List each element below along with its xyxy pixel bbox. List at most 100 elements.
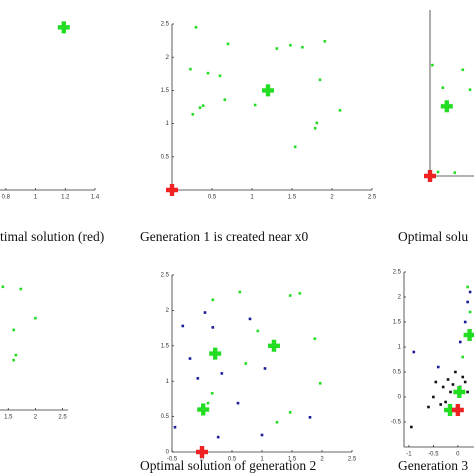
y-tick-label: 2.5 [161,273,170,279]
point [203,311,207,314]
point [298,292,302,295]
point [412,350,416,354]
point [288,294,292,297]
point [444,404,457,416]
point [441,385,445,389]
point [211,326,215,329]
y-tick-label: 2.5 [161,22,170,28]
x-tick-label: 0.5 [228,457,237,463]
point [463,329,474,341]
y-tick-label: 2 [166,308,170,314]
point [275,47,279,50]
point [34,316,37,320]
x-tick-label: 1.5 [288,457,297,463]
x-tick-label: 1.2 [61,195,70,201]
point [194,26,198,29]
x-tick-label: 2 [320,457,324,463]
point [461,355,465,359]
point [315,121,319,125]
point [468,290,472,294]
point [226,42,230,46]
point [57,21,70,34]
point [12,358,16,362]
y-tick-label: 0 [398,395,402,401]
point [466,390,469,394]
x-tick-label: -0.5 [428,452,439,458]
caption: Optimal solu [398,229,468,244]
point [308,416,312,419]
point [434,380,438,384]
y-tick-label: 1 [166,121,170,127]
x-tick-label: 0.8 [2,195,11,201]
point [260,433,264,437]
point [463,380,467,384]
point [288,411,292,414]
point [244,362,248,365]
y-tick-label: 2 [166,55,170,61]
point [468,310,472,314]
point [263,367,267,370]
point [210,391,214,395]
y-tick-label: 0.5 [393,370,402,376]
point [275,420,279,424]
point [253,103,257,107]
caption: timal solution (red) [0,229,104,244]
point [441,86,445,89]
point [444,400,447,404]
point [268,339,280,352]
point [431,63,434,67]
x-tick-label: 2.5 [368,195,377,201]
point [238,290,242,294]
point [323,39,327,43]
point [468,88,472,91]
point [432,395,435,399]
point [191,113,195,116]
x-tick-label: 1 [34,195,38,201]
x-tick-label: 2 [330,195,334,201]
point [189,67,192,71]
point [427,405,430,409]
point [293,145,297,149]
point [436,365,440,369]
point [220,372,224,375]
y-tick-label: 1.5 [161,343,170,349]
point [262,84,274,97]
point [461,375,465,379]
point [313,337,317,341]
point [198,106,202,109]
point [289,43,292,47]
point [466,285,469,289]
point [12,328,16,332]
x-tick-label: 1.5 [4,415,13,421]
y-tick-label: 0 [166,450,170,456]
point [209,347,222,360]
x-tick-label: 2.5 [58,415,67,421]
point [439,403,443,406]
x-tick-label: 1.5 [288,195,297,201]
y-tick-label: 1 [398,345,402,351]
point [463,320,467,324]
point [436,170,440,174]
point [166,184,178,196]
x-tick-label: -1 [406,452,412,458]
caption: Optimal solution of generation 2 [140,458,316,473]
point [201,104,205,107]
caption: Generation 3 [398,458,468,473]
point [197,403,210,416]
point [1,285,5,289]
x-tick-label: 1 [250,195,254,201]
point [313,126,317,130]
point [318,382,322,385]
point [223,98,227,101]
point [19,287,23,291]
y-tick-label: 0.5 [161,414,170,420]
point [248,317,252,321]
point [211,298,215,302]
point [196,377,200,380]
y-tick-label: 1.5 [393,320,402,326]
caption: Generation 1 is created near x0 [140,229,309,244]
point [466,300,469,304]
x-tick-label: 2.5 [348,457,357,463]
